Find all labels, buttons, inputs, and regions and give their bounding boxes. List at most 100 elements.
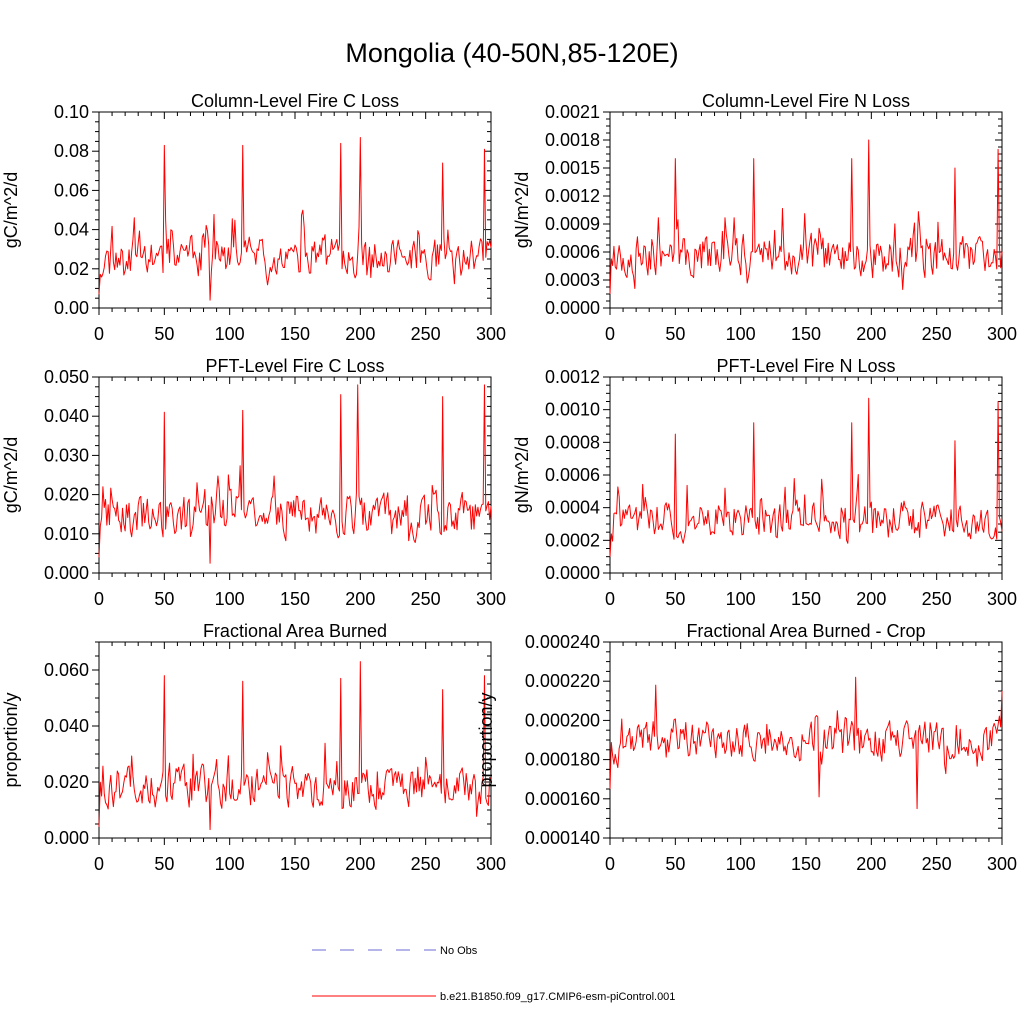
panel-title: Fractional Area Burned - Crop [686, 621, 925, 641]
x-tick-label: 250 [922, 324, 952, 344]
legend: No Obs b.e21.B1850.f09_g17.CMIP6-esm-piCo… [312, 945, 675, 1003]
y-tick-label: 0.0002 [545, 530, 600, 550]
y-tick-label: 0.000 [44, 828, 89, 848]
y-tick-label: 0.06 [54, 180, 89, 200]
x-tick-label: 300 [476, 854, 506, 874]
y-tick-label: 0.0012 [545, 186, 600, 206]
y-tick-label: 0.000160 [525, 789, 600, 809]
y-tick-label: 0.040 [44, 716, 89, 736]
x-tick-label: 0 [605, 324, 615, 344]
y-tick-label: 0.050 [44, 367, 89, 387]
x-tick-label: 300 [987, 854, 1017, 874]
x-tick-label: 50 [665, 324, 685, 344]
y-tick-label: 0.0000 [545, 298, 600, 318]
y-tick-label: 0.040 [44, 406, 89, 426]
x-tick-label: 300 [476, 324, 506, 344]
x-tick-label: 250 [922, 854, 952, 874]
x-tick-label: 150 [280, 589, 310, 609]
series-line [609, 397, 1003, 557]
y-axis-label: proportion/y [1, 692, 21, 787]
y-tick-label: 0.0006 [545, 465, 600, 485]
y-tick-label: 0.0004 [545, 498, 600, 518]
series-line [609, 139, 1003, 295]
series-line [98, 384, 492, 564]
x-tick-label: 0 [94, 854, 104, 874]
y-axis-label: gN/m^2/d [512, 172, 532, 248]
series-line [609, 676, 1003, 810]
x-tick-label: 0 [605, 589, 615, 609]
x-tick-label: 150 [280, 324, 310, 344]
y-tick-label: 0.020 [44, 772, 89, 792]
x-tick-label: 50 [154, 854, 174, 874]
series-line [98, 136, 492, 301]
x-tick-label: 300 [987, 324, 1017, 344]
chart-panel: Fractional Area Burned 0 50 100 150 200 250 300… [1, 621, 506, 874]
x-tick-label: 200 [345, 324, 375, 344]
panel-title: Fractional Area Burned [203, 621, 387, 641]
x-tick-label: 100 [726, 324, 756, 344]
chart-panel: PFT-Level Fire C Loss 0 50 100 150 200 250 300 0… [1, 356, 506, 609]
y-tick-label: 0.000200 [525, 710, 600, 730]
y-axis-label: proportion/y [476, 692, 496, 787]
y-tick-label: 0.0006 [545, 242, 600, 262]
x-tick-label: 200 [345, 589, 375, 609]
x-tick-label: 0 [605, 854, 615, 874]
y-axis-label: gC/m^2/d [1, 437, 21, 513]
x-tick-label: 150 [791, 324, 821, 344]
y-tick-label: 0.02 [54, 259, 89, 279]
x-tick-label: 50 [154, 589, 174, 609]
y-tick-label: 0.04 [54, 220, 89, 240]
panel-title: Column-Level Fire N Loss [702, 91, 910, 111]
chart-panel: Column-Level Fire N Loss 0 50 100 150 200 250 3… [512, 91, 1017, 344]
y-tick-label: 0.0010 [545, 400, 600, 420]
x-tick-label: 100 [215, 854, 245, 874]
y-tick-label: 0.000240 [525, 632, 600, 652]
y-tick-label: 0.0009 [545, 214, 600, 234]
y-tick-label: 0.060 [44, 660, 89, 680]
y-tick-label: 0.030 [44, 445, 89, 465]
y-axis-label: gC/m^2/d [1, 172, 21, 248]
chart-panel: Column-Level Fire C Loss 0 50 100 150 200 250 3… [1, 91, 506, 344]
y-tick-label: 0.0000 [545, 563, 600, 583]
y-tick-label: 0.010 [44, 524, 89, 544]
x-tick-label: 200 [856, 589, 886, 609]
x-tick-label: 250 [411, 854, 441, 874]
x-tick-label: 200 [345, 854, 375, 874]
y-tick-label: 0.0008 [545, 432, 600, 452]
x-tick-label: 0 [94, 324, 104, 344]
x-tick-label: 100 [726, 854, 756, 874]
y-tick-label: 0.0018 [545, 130, 600, 150]
x-tick-label: 100 [726, 589, 756, 609]
y-tick-label: 0.000220 [525, 671, 600, 691]
legend-label: b.e21.B1850.f09_g17.CMIP6-esm-piControl.… [440, 991, 675, 1003]
panel-title: Column-Level Fire C Loss [191, 91, 399, 111]
y-tick-label: 0.0021 [545, 102, 600, 122]
x-tick-label: 150 [791, 589, 821, 609]
x-tick-label: 0 [94, 589, 104, 609]
y-tick-label: 0.000 [44, 563, 89, 583]
x-tick-label: 150 [280, 854, 310, 874]
x-tick-label: 250 [411, 324, 441, 344]
series-line [98, 661, 492, 831]
legend-item: No Obs [312, 945, 478, 957]
x-tick-label: 250 [922, 589, 952, 609]
y-tick-label: 0.020 [44, 485, 89, 505]
y-tick-label: 0.10 [54, 102, 89, 122]
legend-item: b.e21.B1850.f09_g17.CMIP6-esm-piControl.… [312, 991, 675, 1003]
x-tick-label: 200 [856, 854, 886, 874]
y-tick-label: 0.0012 [545, 367, 600, 387]
y-axis-label: gN/m^2/d [512, 437, 532, 513]
x-tick-label: 100 [215, 589, 245, 609]
y-tick-label: 0.00 [54, 298, 89, 318]
x-tick-label: 300 [476, 589, 506, 609]
x-tick-label: 50 [665, 854, 685, 874]
panel-title: PFT-Level Fire C Loss [205, 356, 384, 376]
chart-panel: Fractional Area Burned - Crop 0 50 100 150 20… [476, 621, 1017, 874]
x-tick-label: 50 [665, 589, 685, 609]
y-tick-label: 0.0003 [545, 270, 600, 290]
x-tick-label: 250 [411, 589, 441, 609]
legend-label: No Obs [440, 945, 478, 957]
x-tick-label: 200 [856, 324, 886, 344]
x-tick-label: 100 [215, 324, 245, 344]
